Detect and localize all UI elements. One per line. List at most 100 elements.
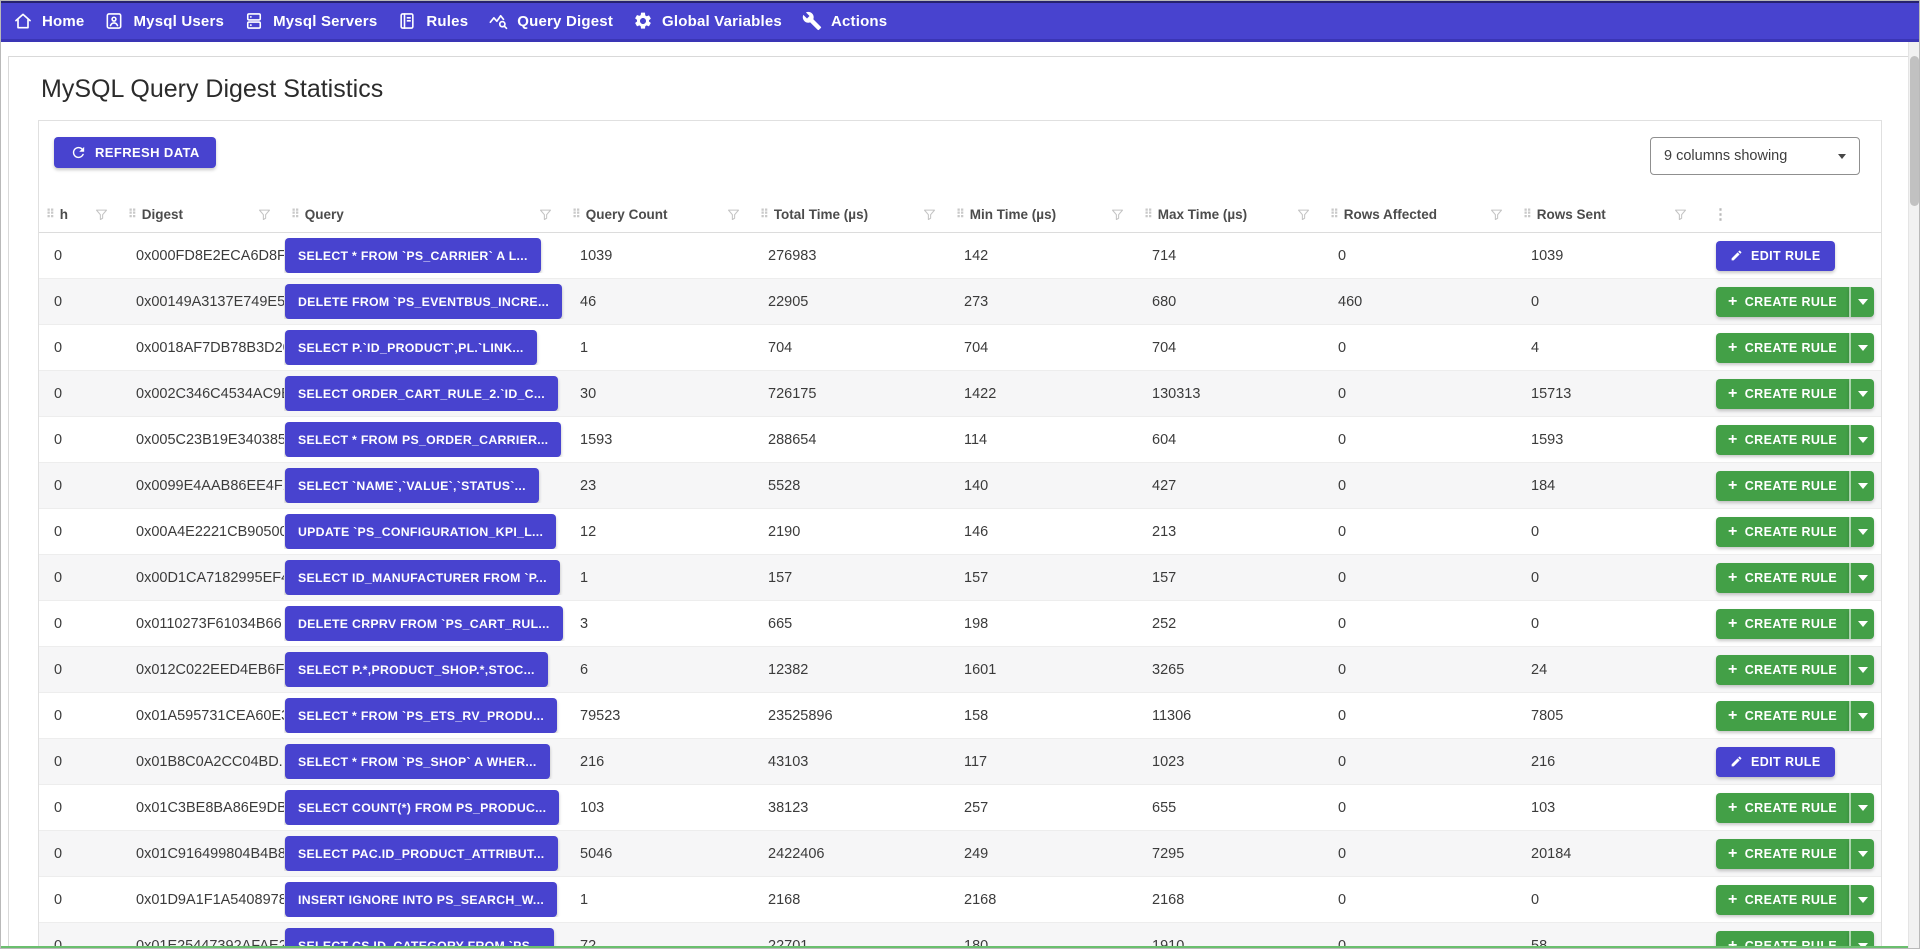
drag-handle-icon[interactable]: ⠿ (572, 207, 581, 221)
create-rule-button[interactable]: + CREATE RULE (1716, 470, 1850, 501)
query-pill-button[interactable]: SELECT `NAME`,`VALUE`,`STATUS`... (285, 468, 539, 503)
create-rule-button[interactable]: + CREATE RULE (1716, 884, 1850, 915)
column-header-query[interactable]: ⠿ Query (284, 196, 565, 232)
filter-funnel-icon[interactable] (1296, 207, 1311, 222)
nav-item-query-digest[interactable]: Query Digest (488, 11, 613, 31)
caret-down-icon (1857, 574, 1868, 581)
column-header-query-count[interactable]: ⠿ Query Count (565, 196, 753, 232)
query-pill-button[interactable]: SELECT PAC.ID_PRODUCT_ATTRIBUT... (285, 836, 558, 871)
create-rule-button[interactable]: + CREATE RULE (1716, 562, 1850, 593)
plus-icon: + (1728, 844, 1738, 862)
column-header-rows-sent[interactable]: ⠿ Rows Sent (1516, 196, 1700, 232)
nav-item-rules[interactable]: Rules (397, 11, 468, 31)
create-rule-dropdown-button[interactable] (1849, 608, 1875, 639)
drag-handle-icon[interactable]: ⠿ (1144, 207, 1153, 221)
create-rule-button[interactable]: + CREATE RULE (1716, 930, 1850, 949)
create-rule-button[interactable]: + CREATE RULE (1716, 424, 1850, 455)
nav-item-global-variables[interactable]: Global Variables (633, 11, 782, 31)
filter-funnel-icon[interactable] (94, 207, 109, 222)
column-header-rows-affected[interactable]: ⠿ Rows Affected (1323, 196, 1516, 232)
nav-item-mysql-servers[interactable]: Mysql Servers (244, 11, 377, 31)
create-rule-dropdown-button[interactable] (1849, 378, 1875, 409)
cell-query-count: 6 (580, 661, 589, 678)
create-rule-dropdown-button[interactable] (1849, 654, 1875, 685)
create-rule-dropdown-button[interactable] (1849, 424, 1875, 455)
plus-icon: + (1728, 890, 1738, 908)
filter-funnel-icon[interactable] (1489, 207, 1504, 222)
cell-max-time: 252 (1152, 615, 1177, 632)
query-pill-button[interactable]: SELECT COUNT(*) FROM PS_PRODUC... (285, 790, 560, 825)
create-rule-button[interactable]: + CREATE RULE (1716, 332, 1850, 363)
filter-funnel-icon[interactable] (538, 207, 553, 222)
cell-rows-sent: 20184 (1531, 845, 1572, 862)
filter-funnel-icon[interactable] (1110, 207, 1125, 222)
column-header-max-time[interactable]: ⠿ Max Time (µs) (1137, 196, 1323, 232)
query-pill-button[interactable]: SELECT * FROM `PS_SHOP` A WHER... (285, 744, 550, 779)
cell-query-count: 1 (580, 569, 589, 586)
create-rule-dropdown-button[interactable] (1849, 930, 1875, 949)
filter-funnel-icon[interactable] (257, 207, 272, 222)
caret-down-icon (1857, 298, 1868, 305)
column-header-hostgroup[interactable]: ⠿ h (39, 196, 121, 232)
drag-handle-icon[interactable]: ⠿ (291, 207, 300, 221)
column-header-digest[interactable]: ⠿ Digest (121, 196, 284, 232)
create-rule-button[interactable]: + CREATE RULE (1716, 700, 1850, 731)
cell-hostgroup: 0 (54, 707, 63, 724)
drag-handle-icon[interactable]: ⠿ (1523, 207, 1532, 221)
nav-item-mysql-users[interactable]: Mysql Users (104, 11, 224, 31)
create-rule-dropdown-button[interactable] (1849, 562, 1875, 593)
column-header-min-time[interactable]: ⠿ Min Time (µs) (949, 196, 1137, 232)
scrollbar-thumb[interactable] (1910, 56, 1919, 206)
create-rule-dropdown-button[interactable] (1849, 286, 1875, 317)
create-rule-button[interactable]: + CREATE RULE (1716, 516, 1850, 547)
drag-handle-icon[interactable]: ⠿ (956, 207, 965, 221)
columns-dropdown[interactable]: 9 columns showing (1650, 137, 1860, 175)
create-rule-button[interactable]: + CREATE RULE (1716, 378, 1850, 409)
query-pill-button[interactable]: SELECT * FROM PS_ORDER_CARRIER... (285, 422, 562, 457)
drag-handle-icon[interactable]: ⠿ (128, 207, 137, 221)
query-pill-button[interactable]: SELECT * FROM `PS_ETS_RV_PRODU... (285, 698, 558, 733)
filter-funnel-icon[interactable] (1673, 207, 1688, 222)
create-rule-dropdown-button[interactable] (1849, 792, 1875, 823)
drag-handle-icon[interactable]: ⠿ (1330, 207, 1339, 221)
query-pill-button[interactable]: SELECT CS.ID_CATEGORY FROM `PS... (285, 928, 555, 949)
cell-max-time: 604 (1152, 431, 1177, 448)
create-rule-dropdown-button[interactable] (1849, 700, 1875, 731)
create-rule-button[interactable]: + CREATE RULE (1716, 838, 1850, 869)
vertical-scrollbar[interactable] (1908, 42, 1920, 949)
query-pill-button[interactable]: SELECT P.*,PRODUCT_SHOP.*,STOC... (285, 652, 548, 687)
column-header-actions[interactable]: ⋮ (1700, 196, 1881, 232)
query-pill-button[interactable]: SELECT P.`ID_PRODUCT`,PL.`LINK... (285, 330, 537, 365)
query-pill-button[interactable]: INSERT IGNORE INTO PS_SEARCH_W... (285, 882, 558, 917)
query-pill-button[interactable]: SELECT ORDER_CART_RULE_2.`ID_C... (285, 376, 558, 411)
kebab-menu-icon[interactable]: ⋮ (1713, 206, 1728, 223)
create-rule-button[interactable]: + CREATE RULE (1716, 286, 1850, 317)
edit-rule-button[interactable]: EDIT RULE (1716, 240, 1835, 271)
cell-query-count: 216 (580, 753, 605, 770)
query-pill-button[interactable]: DELETE FROM `PS_EVENTBUS_INCRE... (285, 284, 563, 319)
edit-rule-button[interactable]: EDIT RULE (1716, 746, 1835, 777)
create-rule-dropdown-button[interactable] (1849, 884, 1875, 915)
drag-handle-icon[interactable]: ⠿ (760, 207, 769, 221)
create-rule-dropdown-button[interactable] (1849, 332, 1875, 363)
nav-item-home[interactable]: Home (13, 11, 84, 31)
cell-hostgroup: 0 (54, 615, 63, 632)
query-pill-button[interactable]: DELETE CRPRV FROM `PS_CART_RUL... (285, 606, 563, 641)
drag-handle-icon[interactable]: ⠿ (46, 207, 55, 221)
cell-actions: + CREATE RULE (1700, 332, 1881, 363)
create-rule-dropdown-button[interactable] (1849, 838, 1875, 869)
nav-item-actions[interactable]: Actions (802, 11, 887, 31)
query-pill-button[interactable]: UPDATE `PS_CONFIGURATION_KPI_L... (285, 514, 557, 549)
cell-min-time: 140 (964, 477, 989, 494)
create-rule-button[interactable]: + CREATE RULE (1716, 792, 1850, 823)
create-rule-button[interactable]: + CREATE RULE (1716, 654, 1850, 685)
column-header-total-time[interactable]: ⠿ Total Time (µs) (753, 196, 949, 232)
refresh-data-button[interactable]: REFRESH DATA (54, 137, 216, 168)
create-rule-dropdown-button[interactable] (1849, 516, 1875, 547)
create-rule-dropdown-button[interactable] (1849, 470, 1875, 501)
query-pill-button[interactable]: SELECT * FROM `PS_CARRIER` A L... (285, 238, 541, 273)
create-rule-button[interactable]: + CREATE RULE (1716, 608, 1850, 639)
filter-funnel-icon[interactable] (726, 207, 741, 222)
filter-funnel-icon[interactable] (922, 207, 937, 222)
query-pill-button[interactable]: SELECT ID_MANUFACTURER FROM `P... (285, 560, 560, 595)
